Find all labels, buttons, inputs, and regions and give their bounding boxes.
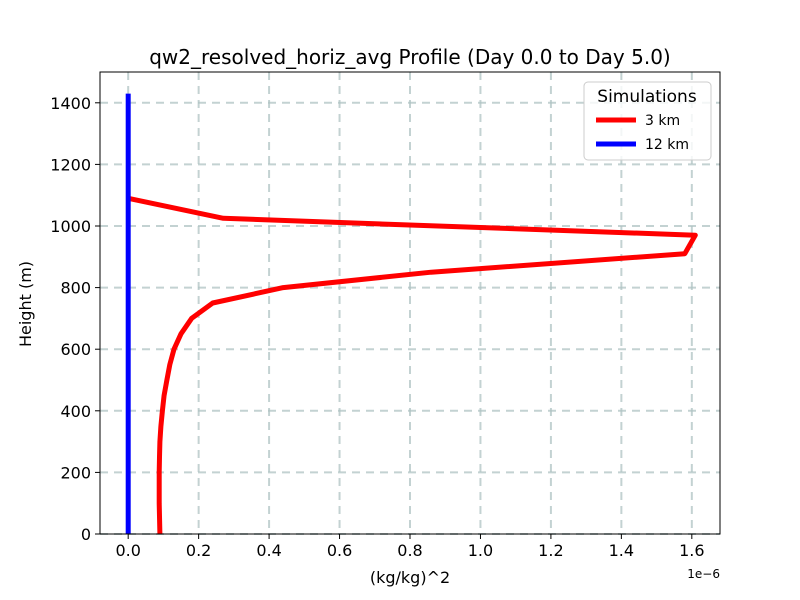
- legend-frame: [583, 81, 712, 161]
- legend: Simulations 3 km 12 km: [583, 81, 712, 161]
- y-tick-label: 600: [60, 340, 91, 359]
- series-layer: [125, 93, 698, 535]
- y-tick-label: 800: [60, 279, 91, 298]
- x-tick-label: 1.4: [609, 541, 634, 560]
- legend-label-12km: 12 km: [645, 137, 689, 153]
- x-tick-label: 0.6: [327, 541, 352, 560]
- y-tick-label: 200: [60, 463, 91, 482]
- series-line-3km: [127, 195, 698, 535]
- x-tick-label: 0.4: [256, 541, 281, 560]
- x-axis-label: (kg/kg)^2: [370, 568, 450, 587]
- y-tick-label: 1400: [50, 94, 91, 113]
- x-tick-label: 1.0: [468, 541, 493, 560]
- tick-labels: 0.0 0.2 0.4 0.6 0.8 1.0 1.2 1.4 1.6 0 200 400 600 800…: [50, 94, 704, 560]
- x-tick-label: 1.6: [679, 541, 704, 560]
- x-tick-label: 0.0: [115, 541, 140, 560]
- y-tick-label: 0: [81, 525, 91, 544]
- y-tick-label: 1200: [50, 155, 91, 174]
- legend-label-3km: 3 km: [645, 113, 680, 129]
- x-tick-label: 0.2: [186, 541, 211, 560]
- plot-frame: [99, 71, 721, 535]
- y-tick-label: 1000: [50, 217, 91, 236]
- legend-title: Simulations: [597, 87, 697, 107]
- x-tick-label: 0.8: [397, 541, 422, 560]
- y-axis-label: Height (m): [16, 261, 35, 347]
- x-axis-offset-label: 1e−6: [687, 567, 720, 581]
- chart-title: qw2_resolved_horiz_avg Profile (Day 0.0 …: [149, 45, 671, 69]
- x-tick-label: 1.2: [538, 541, 563, 560]
- y-tick-label: 400: [60, 402, 91, 421]
- axes: [95, 71, 721, 539]
